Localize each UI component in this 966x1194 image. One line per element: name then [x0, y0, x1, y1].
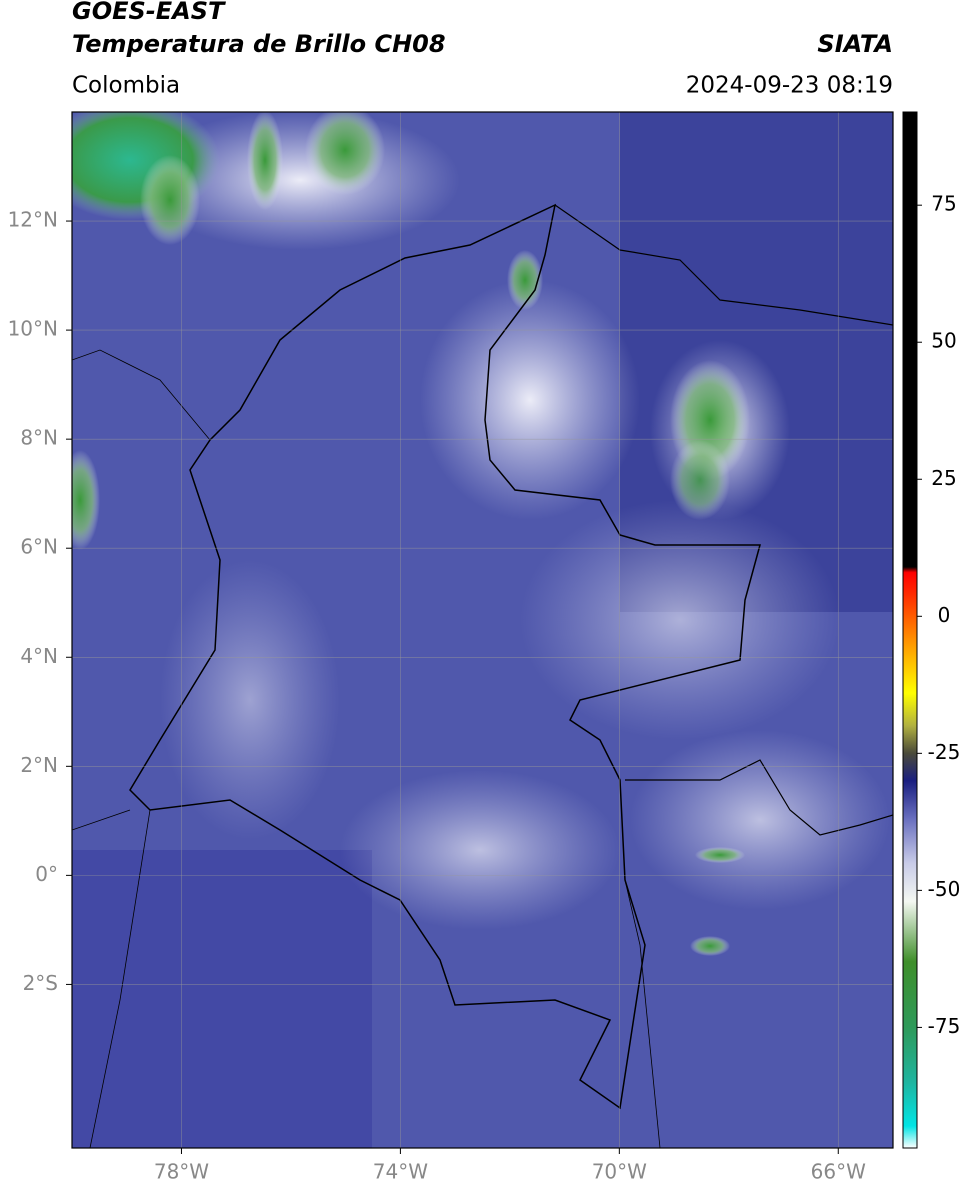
x-tick-label: 70°W: [592, 1160, 647, 1184]
colorbar-tick-label: 50: [931, 329, 956, 353]
grid: [72, 112, 893, 1148]
timestamp: 2024-09-23 08:19: [686, 73, 893, 99]
colorbar-tick-label: 25: [931, 466, 956, 490]
region: Colombia: [72, 73, 180, 99]
y-tick-label: 4°N: [20, 644, 58, 668]
colorbar-tick-label: 0: [938, 603, 951, 627]
colorbar-tick-label: -25: [928, 740, 961, 764]
x-tick-label: 74°W: [373, 1160, 428, 1184]
y-tick-label: 0°: [35, 862, 58, 886]
x-tick-label: 66°W: [811, 1160, 866, 1184]
y-tick-label: 8°N: [20, 426, 58, 450]
colorbar-tick-label: -50: [928, 877, 961, 901]
y-tick-label: 2°S: [23, 971, 58, 995]
y-tick-label: 12°N: [8, 208, 58, 232]
colorbar-tick-label: 75: [931, 192, 956, 216]
satellite-image: [72, 112, 893, 1148]
source: SIATA: [817, 30, 893, 58]
y-tick-label: 6°N: [20, 535, 58, 559]
colorbar-tick-label: -75: [928, 1014, 961, 1038]
x-tick-label: 78°W: [154, 1160, 209, 1184]
y-tick-label: 10°N: [8, 317, 58, 341]
title: GOES-EAST: [72, 0, 226, 25]
map-frame: [71, 111, 894, 1149]
y-tick-label: 2°N: [20, 753, 58, 777]
subtitle: Temperatura de Brillo CH08: [72, 30, 446, 58]
colorbar: [902, 111, 918, 1149]
